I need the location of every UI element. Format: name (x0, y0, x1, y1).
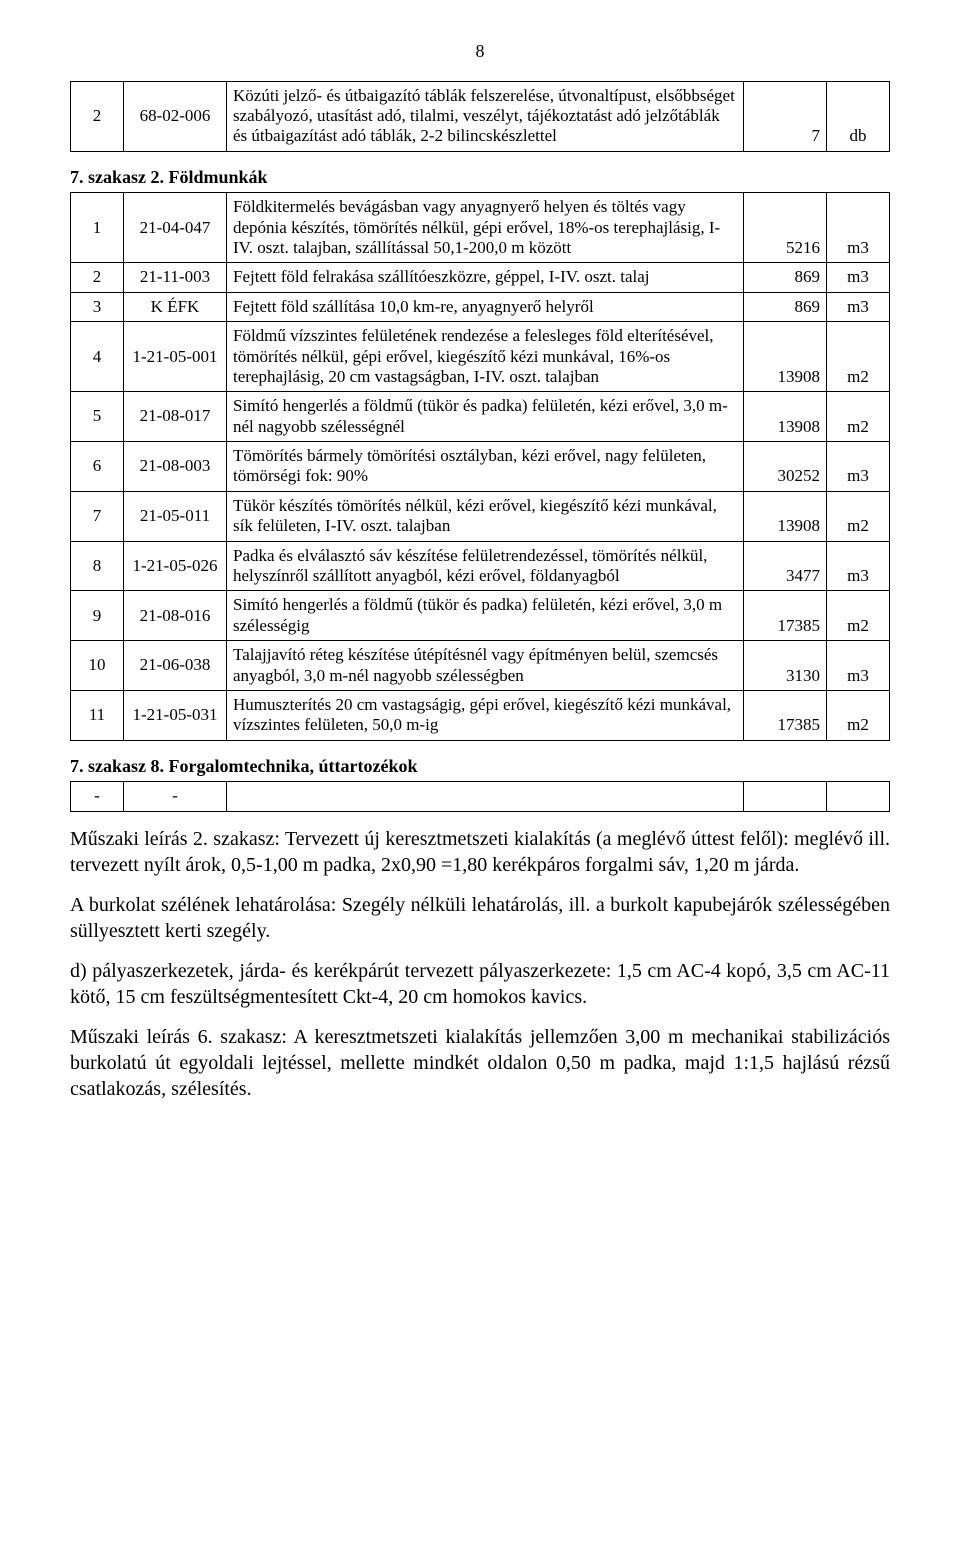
cell-qty (744, 782, 827, 811)
cell-unit: m2 (827, 690, 890, 740)
cell-num: 7 (71, 491, 124, 541)
table-row: 621-08-003Tömörítés bármely tömörítési o… (71, 442, 890, 492)
cell-unit (827, 782, 890, 811)
cell-code: - (124, 782, 227, 811)
cell-qty: 869 (744, 263, 827, 292)
cell-unit: m3 (827, 193, 890, 263)
spec-table-pre: 268-02-006Közúti jelző- és útbaigazító t… (70, 81, 890, 152)
cell-num: 10 (71, 641, 124, 691)
table-row: -- (71, 782, 890, 811)
cell-unit: m2 (827, 392, 890, 442)
cell-code: 68-02-006 (124, 81, 227, 151)
table-row: 3K ÉFKFejtett föld szállítása 10,0 km-re… (71, 292, 890, 321)
cell-desc: Tömörítés bármely tömörítési osztályban,… (227, 442, 744, 492)
cell-code: 21-04-047 (124, 193, 227, 263)
cell-desc: Padka és elválasztó sáv készítése felüle… (227, 541, 744, 591)
cell-unit: m3 (827, 541, 890, 591)
paragraph-2: A burkolat szélének lehatárolása: Szegél… (70, 892, 890, 944)
spec-table-sec8: -- (70, 781, 890, 811)
cell-code: 21-06-038 (124, 641, 227, 691)
cell-desc: Földkitermelés bevágásban vagy anyagnyer… (227, 193, 744, 263)
table-row: 41-21-05-001Földmű vízszintes felületéne… (71, 322, 890, 392)
table-row: 221-11-003Fejtett föld felrakása szállít… (71, 263, 890, 292)
cell-code: 21-11-003 (124, 263, 227, 292)
cell-code: K ÉFK (124, 292, 227, 321)
cell-qty: 17385 (744, 591, 827, 641)
cell-code: 1-21-05-031 (124, 690, 227, 740)
cell-desc: Tükör készítés tömörítés nélkül, kézi er… (227, 491, 744, 541)
cell-unit: m3 (827, 442, 890, 492)
table-row: 81-21-05-026Padka és elválasztó sáv kész… (71, 541, 890, 591)
cell-qty: 13908 (744, 322, 827, 392)
cell-unit: m3 (827, 292, 890, 321)
cell-desc: Földmű vízszintes felületének rendezése … (227, 322, 744, 392)
cell-num: 9 (71, 591, 124, 641)
cell-qty: 30252 (744, 442, 827, 492)
spec-table-sec7-body: 121-04-047Földkitermelés bevágásban vagy… (71, 193, 890, 741)
table-row: 721-05-011Tükör készítés tömörítés nélkü… (71, 491, 890, 541)
cell-unit: m2 (827, 491, 890, 541)
cell-unit: m3 (827, 641, 890, 691)
cell-qty: 869 (744, 292, 827, 321)
cell-desc: Humuszterítés 20 cm vastagságig, gépi er… (227, 690, 744, 740)
cell-num: 4 (71, 322, 124, 392)
cell-num: - (71, 782, 124, 811)
cell-qty: 7 (744, 81, 827, 151)
spec-table-sec7: 121-04-047Földkitermelés bevágásban vagy… (70, 192, 890, 741)
cell-unit: m3 (827, 263, 890, 292)
cell-code: 21-08-016 (124, 591, 227, 641)
cell-code: 21-08-017 (124, 392, 227, 442)
cell-code: 21-05-011 (124, 491, 227, 541)
cell-desc: Talajjavító réteg készítése útépítésnél … (227, 641, 744, 691)
cell-desc (227, 782, 744, 811)
cell-qty: 17385 (744, 690, 827, 740)
cell-desc: Fejtett föld szállítása 10,0 km-re, anya… (227, 292, 744, 321)
cell-qty: 13908 (744, 392, 827, 442)
table-row: 121-04-047Földkitermelés bevágásban vagy… (71, 193, 890, 263)
table-row: 268-02-006Közúti jelző- és útbaigazító t… (71, 81, 890, 151)
spec-table-sec8-body: -- (71, 782, 890, 811)
cell-num: 8 (71, 541, 124, 591)
page-number: 8 (70, 40, 890, 63)
cell-desc: Simító hengerlés a földmű (tükör és padk… (227, 392, 744, 442)
cell-num: 1 (71, 193, 124, 263)
paragraph-4: Műszaki leírás 6. szakasz: A keresztmets… (70, 1024, 890, 1102)
spec-table-pre-body: 268-02-006Közúti jelző- és útbaigazító t… (71, 81, 890, 151)
table-row: 111-21-05-031Humuszterítés 20 cm vastags… (71, 690, 890, 740)
cell-num: 5 (71, 392, 124, 442)
cell-qty: 13908 (744, 491, 827, 541)
cell-unit: db (827, 81, 890, 151)
cell-num: 3 (71, 292, 124, 321)
cell-code: 21-08-003 (124, 442, 227, 492)
cell-unit: m2 (827, 591, 890, 641)
cell-qty: 5216 (744, 193, 827, 263)
cell-code: 1-21-05-001 (124, 322, 227, 392)
cell-desc: Simító hengerlés a földmű (tükör és padk… (227, 591, 744, 641)
cell-num: 6 (71, 442, 124, 492)
table-row: 521-08-017Simító hengerlés a földmű (tük… (71, 392, 890, 442)
section-title-7-2: 7. szakasz 2. Földmunkák (70, 166, 890, 189)
table-row: 1021-06-038Talajjavító réteg készítése ú… (71, 641, 890, 691)
cell-unit: m2 (827, 322, 890, 392)
table-row: 921-08-016Simító hengerlés a földmű (tük… (71, 591, 890, 641)
section-title-7-8: 7. szakasz 8. Forgalomtechnika, úttartoz… (70, 755, 890, 778)
cell-num: 2 (71, 263, 124, 292)
cell-qty: 3477 (744, 541, 827, 591)
cell-desc: Fejtett föld felrakása szállítóeszközre,… (227, 263, 744, 292)
document-page: 8 268-02-006Közúti jelző- és útbaigazító… (0, 0, 960, 1176)
paragraph-1: Műszaki leírás 2. szakasz: Tervezett új … (70, 826, 890, 878)
cell-desc: Közúti jelző- és útbaigazító táblák fels… (227, 81, 744, 151)
cell-num: 11 (71, 690, 124, 740)
paragraph-3: d) pályaszerkezetek, járda- és kerékpárú… (70, 958, 890, 1010)
cell-num: 2 (71, 81, 124, 151)
cell-qty: 3130 (744, 641, 827, 691)
cell-code: 1-21-05-026 (124, 541, 227, 591)
